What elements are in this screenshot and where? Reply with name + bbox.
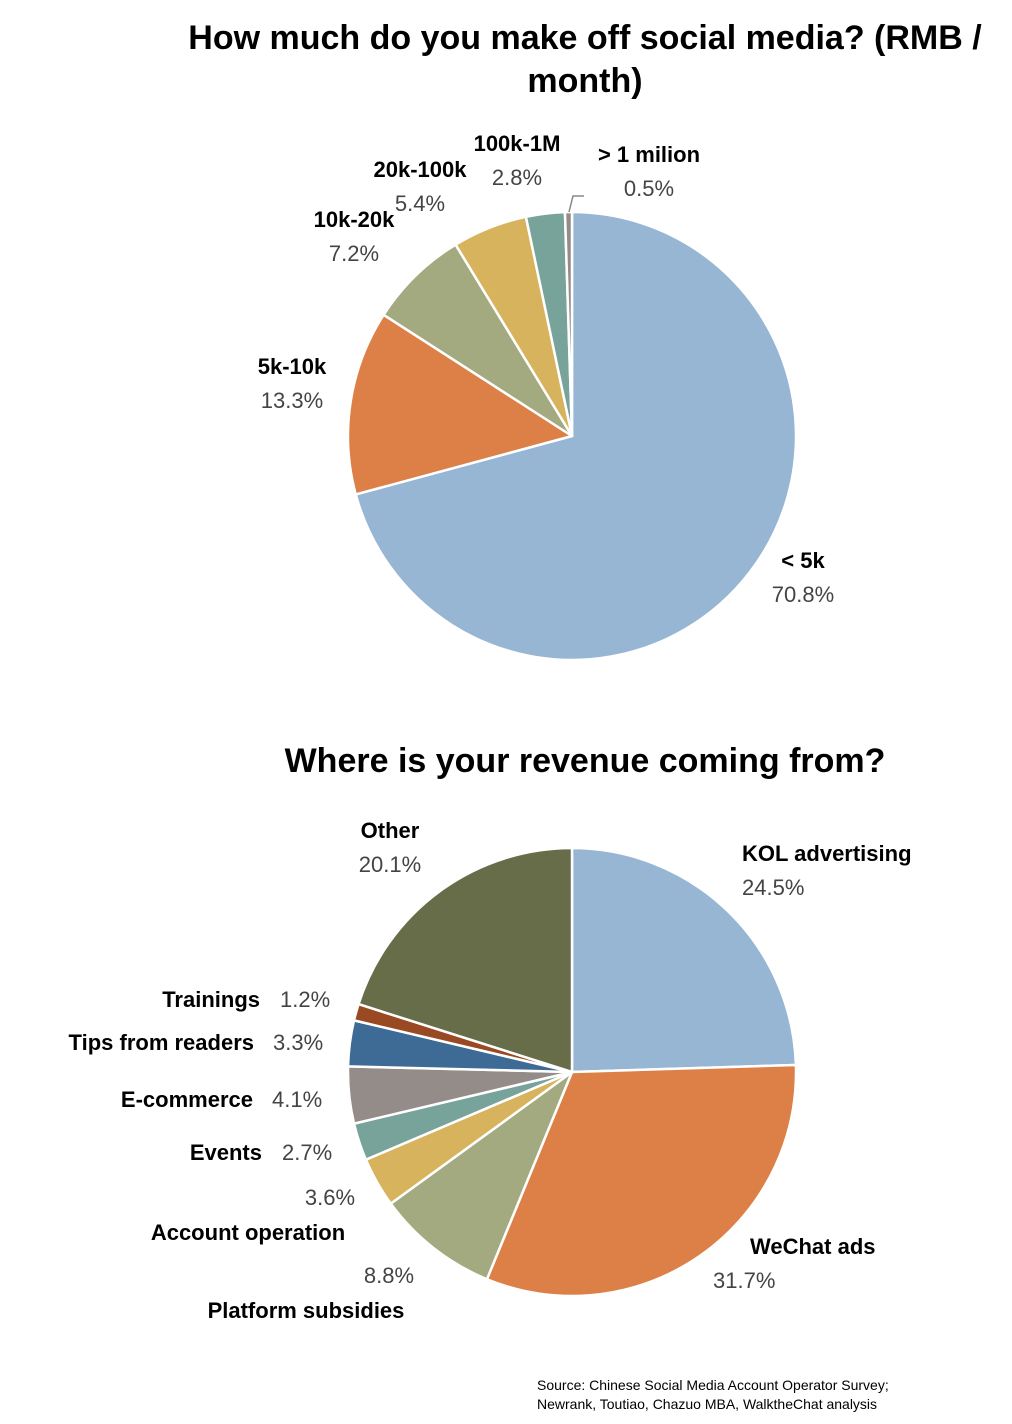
chart2-other-label: Other (361, 818, 420, 843)
chart1-1-milion-value: 0.5% (624, 176, 674, 201)
chart2-trainings-label: Trainings (162, 987, 260, 1012)
chart2-events-value: 2.7% (282, 1140, 332, 1165)
chart2-other-value: 20.1% (359, 852, 421, 877)
chart2-tips-from-readers-value: 3.3% (273, 1030, 323, 1055)
chart2-e-commerce-label: E-commerce (121, 1087, 253, 1112)
chart1-10k-20k-value: 7.2% (329, 241, 379, 266)
source-note: Source: Chinese Social Media Account Ope… (537, 1376, 889, 1414)
chart2-kol-advertising-value: 24.5% (742, 875, 804, 900)
chart2-platform-subsidies-label: Platform subsidies (208, 1298, 405, 1323)
chart1-slice-5k (354, 210, 798, 662)
chart1-5k-label: < 5k (781, 548, 825, 573)
chart1-20k-100k-value: 5.4% (395, 191, 445, 216)
source-line-1: Source: Chinese Social Media Account Ope… (537, 1377, 889, 1393)
chart2-account-operation-value: 3.6% (305, 1185, 355, 1210)
chart2-slice-other (357, 846, 574, 1074)
chart2-wechat-ads-value: 31.7% (713, 1268, 775, 1293)
chart2-account-operation-label: Account operation (151, 1220, 345, 1245)
chart1-slice-5k-10k (346, 313, 574, 496)
chart2-e-commerce-value: 4.1% (272, 1087, 322, 1112)
chart2-tips-from-readers-label: Tips from readers (69, 1030, 254, 1055)
chart2-slice-wechat-ads (485, 1063, 798, 1298)
chart2-trainings-value: 1.2% (280, 987, 330, 1012)
chart2-slice-platform-subsidies (389, 1070, 574, 1281)
chart1-10k-20k-label: 10k-20k (314, 207, 396, 232)
chart1-5k-10k-label: 5k-10k (258, 354, 327, 379)
chart2-platform-subsidies-value: 8.8% (364, 1263, 414, 1288)
chart2-wechat-ads-label: WeChat ads (750, 1234, 876, 1259)
source-line-2: Newrank, Toutiao, Chazuo MBA, WalktheCha… (537, 1396, 878, 1412)
chart2-kol-advertising-label: KOL advertising (742, 841, 912, 866)
chart1-100k-1m-value: 2.8% (492, 165, 542, 190)
chart1-title: How much do you make off social media? (… (188, 19, 982, 100)
chart2-events-label: Events (190, 1140, 262, 1165)
chart1-1-milion-label: > 1 milion (598, 142, 700, 167)
chart2-slice-kol-advertising (570, 846, 798, 1074)
chart1-leader-1-milion (568, 195, 584, 213)
chart1-20k-100k-label: 20k-100k (374, 157, 468, 182)
chart1-100k-1m-label: 100k-1M (474, 131, 561, 156)
chart1-5k-value: 70.8% (772, 582, 834, 607)
chart1-5k-10k-value: 13.3% (261, 388, 323, 413)
chart2-title: Where is your revenue coming from? (284, 742, 886, 780)
chart1-slice-1-milion (563, 210, 574, 438)
chart1-slice-10k-20k (382, 243, 574, 438)
